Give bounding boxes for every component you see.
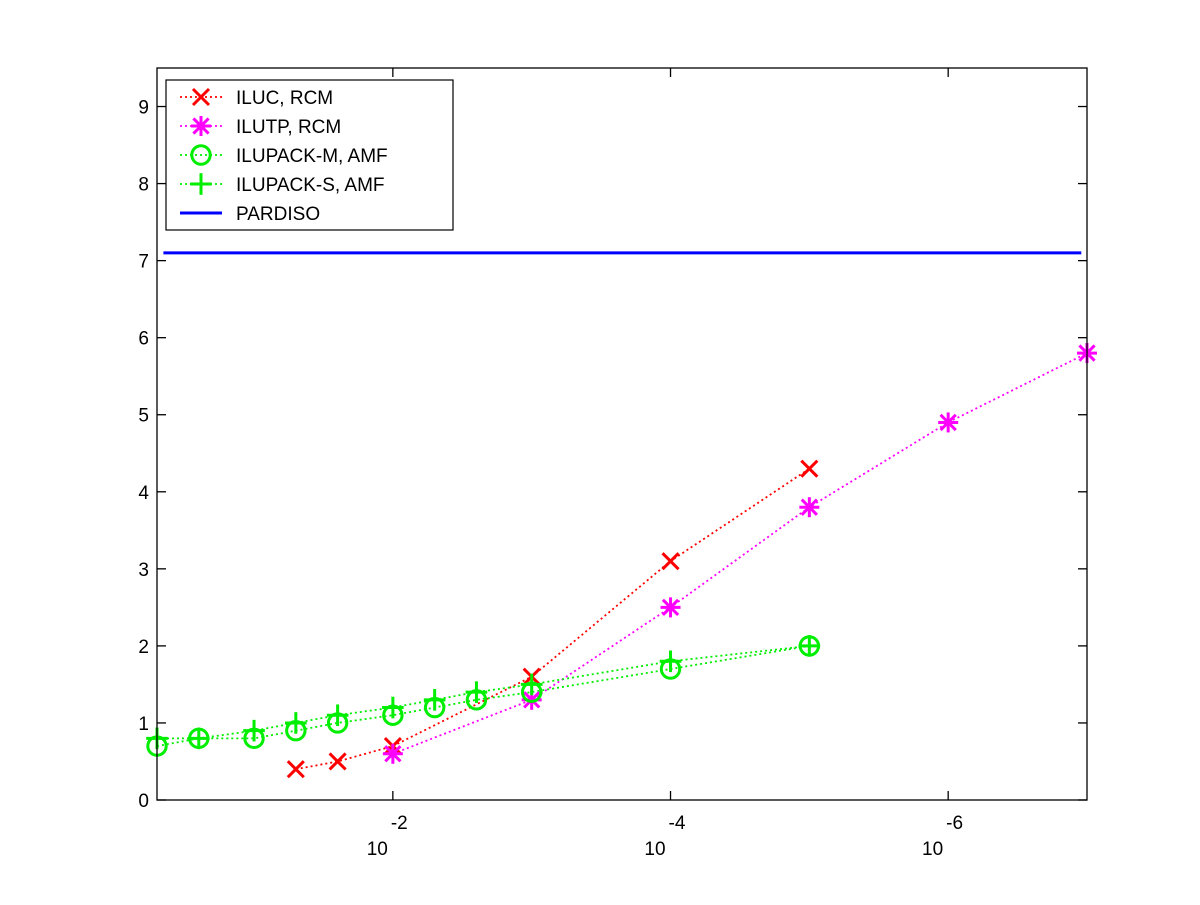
data-point-ilupack-s-amf [520, 673, 543, 696]
data-point-ilupack-s-amf [659, 650, 682, 673]
x-tick-label-exponent: -2 [391, 813, 408, 834]
y-tick-label: 1 [138, 714, 149, 735]
plot-lines [156, 251, 1088, 771]
legend-marker-ilutp-rcm [191, 116, 211, 136]
data-point-ilupack-s-amf [285, 712, 307, 734]
data-point-ilupack-s-amf [382, 696, 404, 719]
series-line-iluc-rcm [295, 467, 810, 771]
x-tick-label-exponent: -4 [669, 813, 686, 834]
legend-label-pardiso: PARDISO [236, 204, 320, 225]
legend-label-ilupack-m-amf: ILUPACK-M, AMF [236, 146, 388, 167]
series-line-ilupack-s-amf [157, 645, 810, 740]
data-point-ilupack-s-amf [187, 727, 210, 750]
x-tick-label-base: 10 [367, 839, 388, 860]
data-point-iluc-rcm [286, 760, 305, 779]
plot-frame [156, 67, 1088, 801]
data-point-ilupack-s-amf [326, 704, 349, 727]
data-point-iluc-rcm [661, 552, 680, 571]
series-line-ilutp-rcm [392, 352, 1088, 755]
y-tick-label: 7 [138, 252, 149, 273]
y-tick-label: 2 [138, 637, 149, 658]
data-point-ilupack-s-amf [798, 635, 821, 657]
data-point-iluc-rcm [328, 752, 347, 771]
y-tick-label: 9 [138, 98, 149, 119]
data-point-ilupack-s-amf [465, 681, 488, 703]
y-tick-label: 6 [138, 329, 149, 350]
y-tick-label: 3 [138, 560, 149, 581]
x-axis: 10-210-410-6 [367, 68, 963, 860]
data-point-ilutp-rcm [938, 412, 959, 433]
x-tick-label-base: 10 [644, 839, 665, 860]
legend-marker-iluc-rcm [191, 87, 211, 107]
y-tick-label: 5 [138, 406, 149, 427]
legend: ILUC, RCM ILUTP, RCM ILUPACK-M, AMF ILUPACK… [165, 79, 454, 231]
legend-label-ilupack-s-amf: ILUPACK-S, AMF [236, 175, 385, 196]
y-tick-label: 0 [138, 791, 149, 812]
legend-label-ilutp-rcm: ILUTP, RCM [236, 117, 341, 138]
data-point-ilutp-rcm [660, 597, 681, 618]
legend-marker-ilupack-m-amf [190, 144, 212, 166]
data-point-ilupack-s-amf [243, 719, 265, 742]
x-tick-label-base: 10 [922, 839, 943, 860]
y-tick-label: 8 [138, 175, 149, 196]
data-point-ilupack-s-amf [423, 689, 446, 711]
data-point-ilutp-rcm [382, 743, 403, 764]
x-tick-label-exponent: -6 [946, 813, 963, 834]
y-axis: 0 1 2 3 4 5 6 7 8 9 [138, 98, 1087, 812]
data-point-ilutp-rcm [799, 497, 820, 518]
data-point-iluc-rcm [800, 459, 819, 478]
legend-label-iluc-rcm: ILUC, RCM [236, 88, 333, 109]
y-tick-label: 4 [138, 483, 149, 504]
legend-marker-ilupack-s-amf [190, 173, 212, 195]
legend-box [165, 79, 454, 231]
plot-markers [146, 343, 1097, 779]
series-line-ilupack-m-amf [156, 645, 810, 747]
